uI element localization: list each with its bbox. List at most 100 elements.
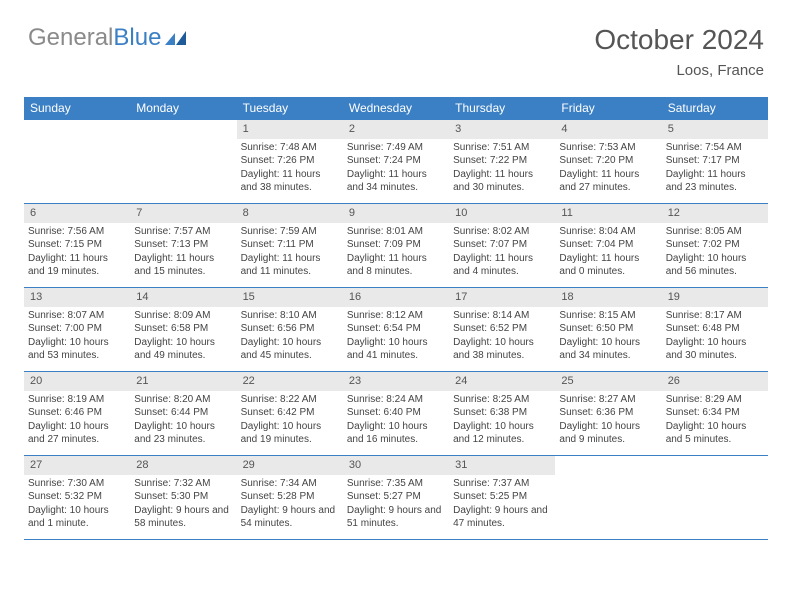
calendar-cell: 14Sunrise: 8:09 AMSunset: 6:58 PMDayligh… (130, 288, 236, 372)
day-details: Sunrise: 8:01 AMSunset: 7:09 PMDaylight:… (343, 223, 449, 279)
day-ss: Sunset: 7:13 PM (134, 238, 232, 252)
day-sr: Sunrise: 7:34 AM (241, 477, 339, 491)
day-details: Sunrise: 8:15 AMSunset: 6:50 PMDaylight:… (555, 307, 661, 363)
day-dl: Daylight: 10 hours and 49 minutes. (134, 336, 232, 363)
day-ss: Sunset: 7:09 PM (347, 238, 445, 252)
day-dl: Daylight: 9 hours and 51 minutes. (347, 504, 445, 531)
day-ss: Sunset: 7:26 PM (241, 154, 339, 168)
day-ss: Sunset: 7:17 PM (666, 154, 764, 168)
day-ss: Sunset: 7:22 PM (453, 154, 551, 168)
day-number: 9 (343, 204, 449, 223)
day-ss: Sunset: 7:15 PM (28, 238, 126, 252)
day-details: Sunrise: 8:24 AMSunset: 6:40 PMDaylight:… (343, 391, 449, 447)
day-number: 30 (343, 456, 449, 475)
day-number: 11 (555, 204, 661, 223)
calendar-table: SundayMondayTuesdayWednesdayThursdayFrid… (24, 97, 768, 540)
day-dl: Daylight: 11 hours and 8 minutes. (347, 252, 445, 279)
calendar-row: 13Sunrise: 8:07 AMSunset: 7:00 PMDayligh… (24, 288, 768, 372)
day-details: Sunrise: 7:54 AMSunset: 7:17 PMDaylight:… (662, 139, 768, 195)
day-ss: Sunset: 7:11 PM (241, 238, 339, 252)
calendar-cell: 23Sunrise: 8:24 AMSunset: 6:40 PMDayligh… (343, 372, 449, 456)
day-sr: Sunrise: 8:19 AM (28, 393, 126, 407)
day-dl: Daylight: 11 hours and 23 minutes. (666, 168, 764, 195)
day-number: 26 (662, 372, 768, 391)
day-details: Sunrise: 7:56 AMSunset: 7:15 PMDaylight:… (24, 223, 130, 279)
day-number: 27 (24, 456, 130, 475)
weekday-header: Monday (130, 97, 236, 120)
day-dl: Daylight: 10 hours and 19 minutes. (241, 420, 339, 447)
calendar-cell-empty (662, 456, 768, 540)
day-sr: Sunrise: 8:04 AM (559, 225, 657, 239)
calendar-cell: 30Sunrise: 7:35 AMSunset: 5:27 PMDayligh… (343, 456, 449, 540)
day-dl: Daylight: 10 hours and 9 minutes. (559, 420, 657, 447)
day-sr: Sunrise: 8:07 AM (28, 309, 126, 323)
day-ss: Sunset: 6:40 PM (347, 406, 445, 420)
day-details: Sunrise: 8:29 AMSunset: 6:34 PMDaylight:… (662, 391, 768, 447)
day-dl: Daylight: 10 hours and 56 minutes. (666, 252, 764, 279)
day-details: Sunrise: 7:34 AMSunset: 5:28 PMDaylight:… (237, 475, 343, 531)
calendar-cell: 24Sunrise: 8:25 AMSunset: 6:38 PMDayligh… (449, 372, 555, 456)
day-number: 10 (449, 204, 555, 223)
day-number: 23 (343, 372, 449, 391)
page-header: GeneralBlue October 2024 Loos, France (0, 0, 792, 87)
day-details: Sunrise: 8:02 AMSunset: 7:07 PMDaylight:… (449, 223, 555, 279)
day-ss: Sunset: 6:54 PM (347, 322, 445, 336)
day-number: 15 (237, 288, 343, 307)
day-dl: Daylight: 11 hours and 11 minutes. (241, 252, 339, 279)
day-sr: Sunrise: 8:01 AM (347, 225, 445, 239)
calendar-cell: 26Sunrise: 8:29 AMSunset: 6:34 PMDayligh… (662, 372, 768, 456)
day-number: 2 (343, 120, 449, 139)
day-ss: Sunset: 7:24 PM (347, 154, 445, 168)
title-block: October 2024 Loos, France (594, 24, 764, 79)
day-ss: Sunset: 5:27 PM (347, 490, 445, 504)
day-sr: Sunrise: 7:53 AM (559, 141, 657, 155)
day-ss: Sunset: 6:56 PM (241, 322, 339, 336)
day-ss: Sunset: 6:44 PM (134, 406, 232, 420)
day-sr: Sunrise: 8:02 AM (453, 225, 551, 239)
day-number: 31 (449, 456, 555, 475)
day-dl: Daylight: 11 hours and 19 minutes. (28, 252, 126, 279)
day-details: Sunrise: 8:27 AMSunset: 6:36 PMDaylight:… (555, 391, 661, 447)
day-sr: Sunrise: 8:24 AM (347, 393, 445, 407)
day-details: Sunrise: 8:17 AMSunset: 6:48 PMDaylight:… (662, 307, 768, 363)
day-dl: Daylight: 10 hours and 5 minutes. (666, 420, 764, 447)
weekday-header: Tuesday (237, 97, 343, 120)
weekday-header-row: SundayMondayTuesdayWednesdayThursdayFrid… (24, 97, 768, 120)
day-dl: Daylight: 10 hours and 34 minutes. (559, 336, 657, 363)
day-number: 5 (662, 120, 768, 139)
month-title: October 2024 (594, 24, 764, 56)
day-number: 21 (130, 372, 236, 391)
day-details: Sunrise: 8:19 AMSunset: 6:46 PMDaylight:… (24, 391, 130, 447)
calendar-row: 20Sunrise: 8:19 AMSunset: 6:46 PMDayligh… (24, 372, 768, 456)
day-details: Sunrise: 8:05 AMSunset: 7:02 PMDaylight:… (662, 223, 768, 279)
day-number: 17 (449, 288, 555, 307)
day-sr: Sunrise: 8:25 AM (453, 393, 551, 407)
calendar-cell: 9Sunrise: 8:01 AMSunset: 7:09 PMDaylight… (343, 204, 449, 288)
day-dl: Daylight: 10 hours and 12 minutes. (453, 420, 551, 447)
day-ss: Sunset: 6:52 PM (453, 322, 551, 336)
day-dl: Daylight: 11 hours and 4 minutes. (453, 252, 551, 279)
day-ss: Sunset: 6:48 PM (666, 322, 764, 336)
day-details: Sunrise: 8:22 AMSunset: 6:42 PMDaylight:… (237, 391, 343, 447)
calendar-cell-empty (130, 120, 236, 204)
day-sr: Sunrise: 7:30 AM (28, 477, 126, 491)
day-number: 1 (237, 120, 343, 139)
day-number: 3 (449, 120, 555, 139)
day-details: Sunrise: 7:51 AMSunset: 7:22 PMDaylight:… (449, 139, 555, 195)
day-dl: Daylight: 10 hours and 1 minute. (28, 504, 126, 531)
day-number: 29 (237, 456, 343, 475)
calendar-cell: 12Sunrise: 8:05 AMSunset: 7:02 PMDayligh… (662, 204, 768, 288)
day-number: 24 (449, 372, 555, 391)
day-sr: Sunrise: 7:51 AM (453, 141, 551, 155)
day-dl: Daylight: 10 hours and 53 minutes. (28, 336, 126, 363)
day-details: Sunrise: 7:48 AMSunset: 7:26 PMDaylight:… (237, 139, 343, 195)
day-details: Sunrise: 7:37 AMSunset: 5:25 PMDaylight:… (449, 475, 555, 531)
day-details: Sunrise: 8:25 AMSunset: 6:38 PMDaylight:… (449, 391, 555, 447)
day-dl: Daylight: 10 hours and 30 minutes. (666, 336, 764, 363)
day-dl: Daylight: 10 hours and 41 minutes. (347, 336, 445, 363)
day-number: 4 (555, 120, 661, 139)
day-dl: Daylight: 10 hours and 27 minutes. (28, 420, 126, 447)
calendar-cell: 11Sunrise: 8:04 AMSunset: 7:04 PMDayligh… (555, 204, 661, 288)
calendar-cell: 7Sunrise: 7:57 AMSunset: 7:13 PMDaylight… (130, 204, 236, 288)
day-sr: Sunrise: 7:32 AM (134, 477, 232, 491)
